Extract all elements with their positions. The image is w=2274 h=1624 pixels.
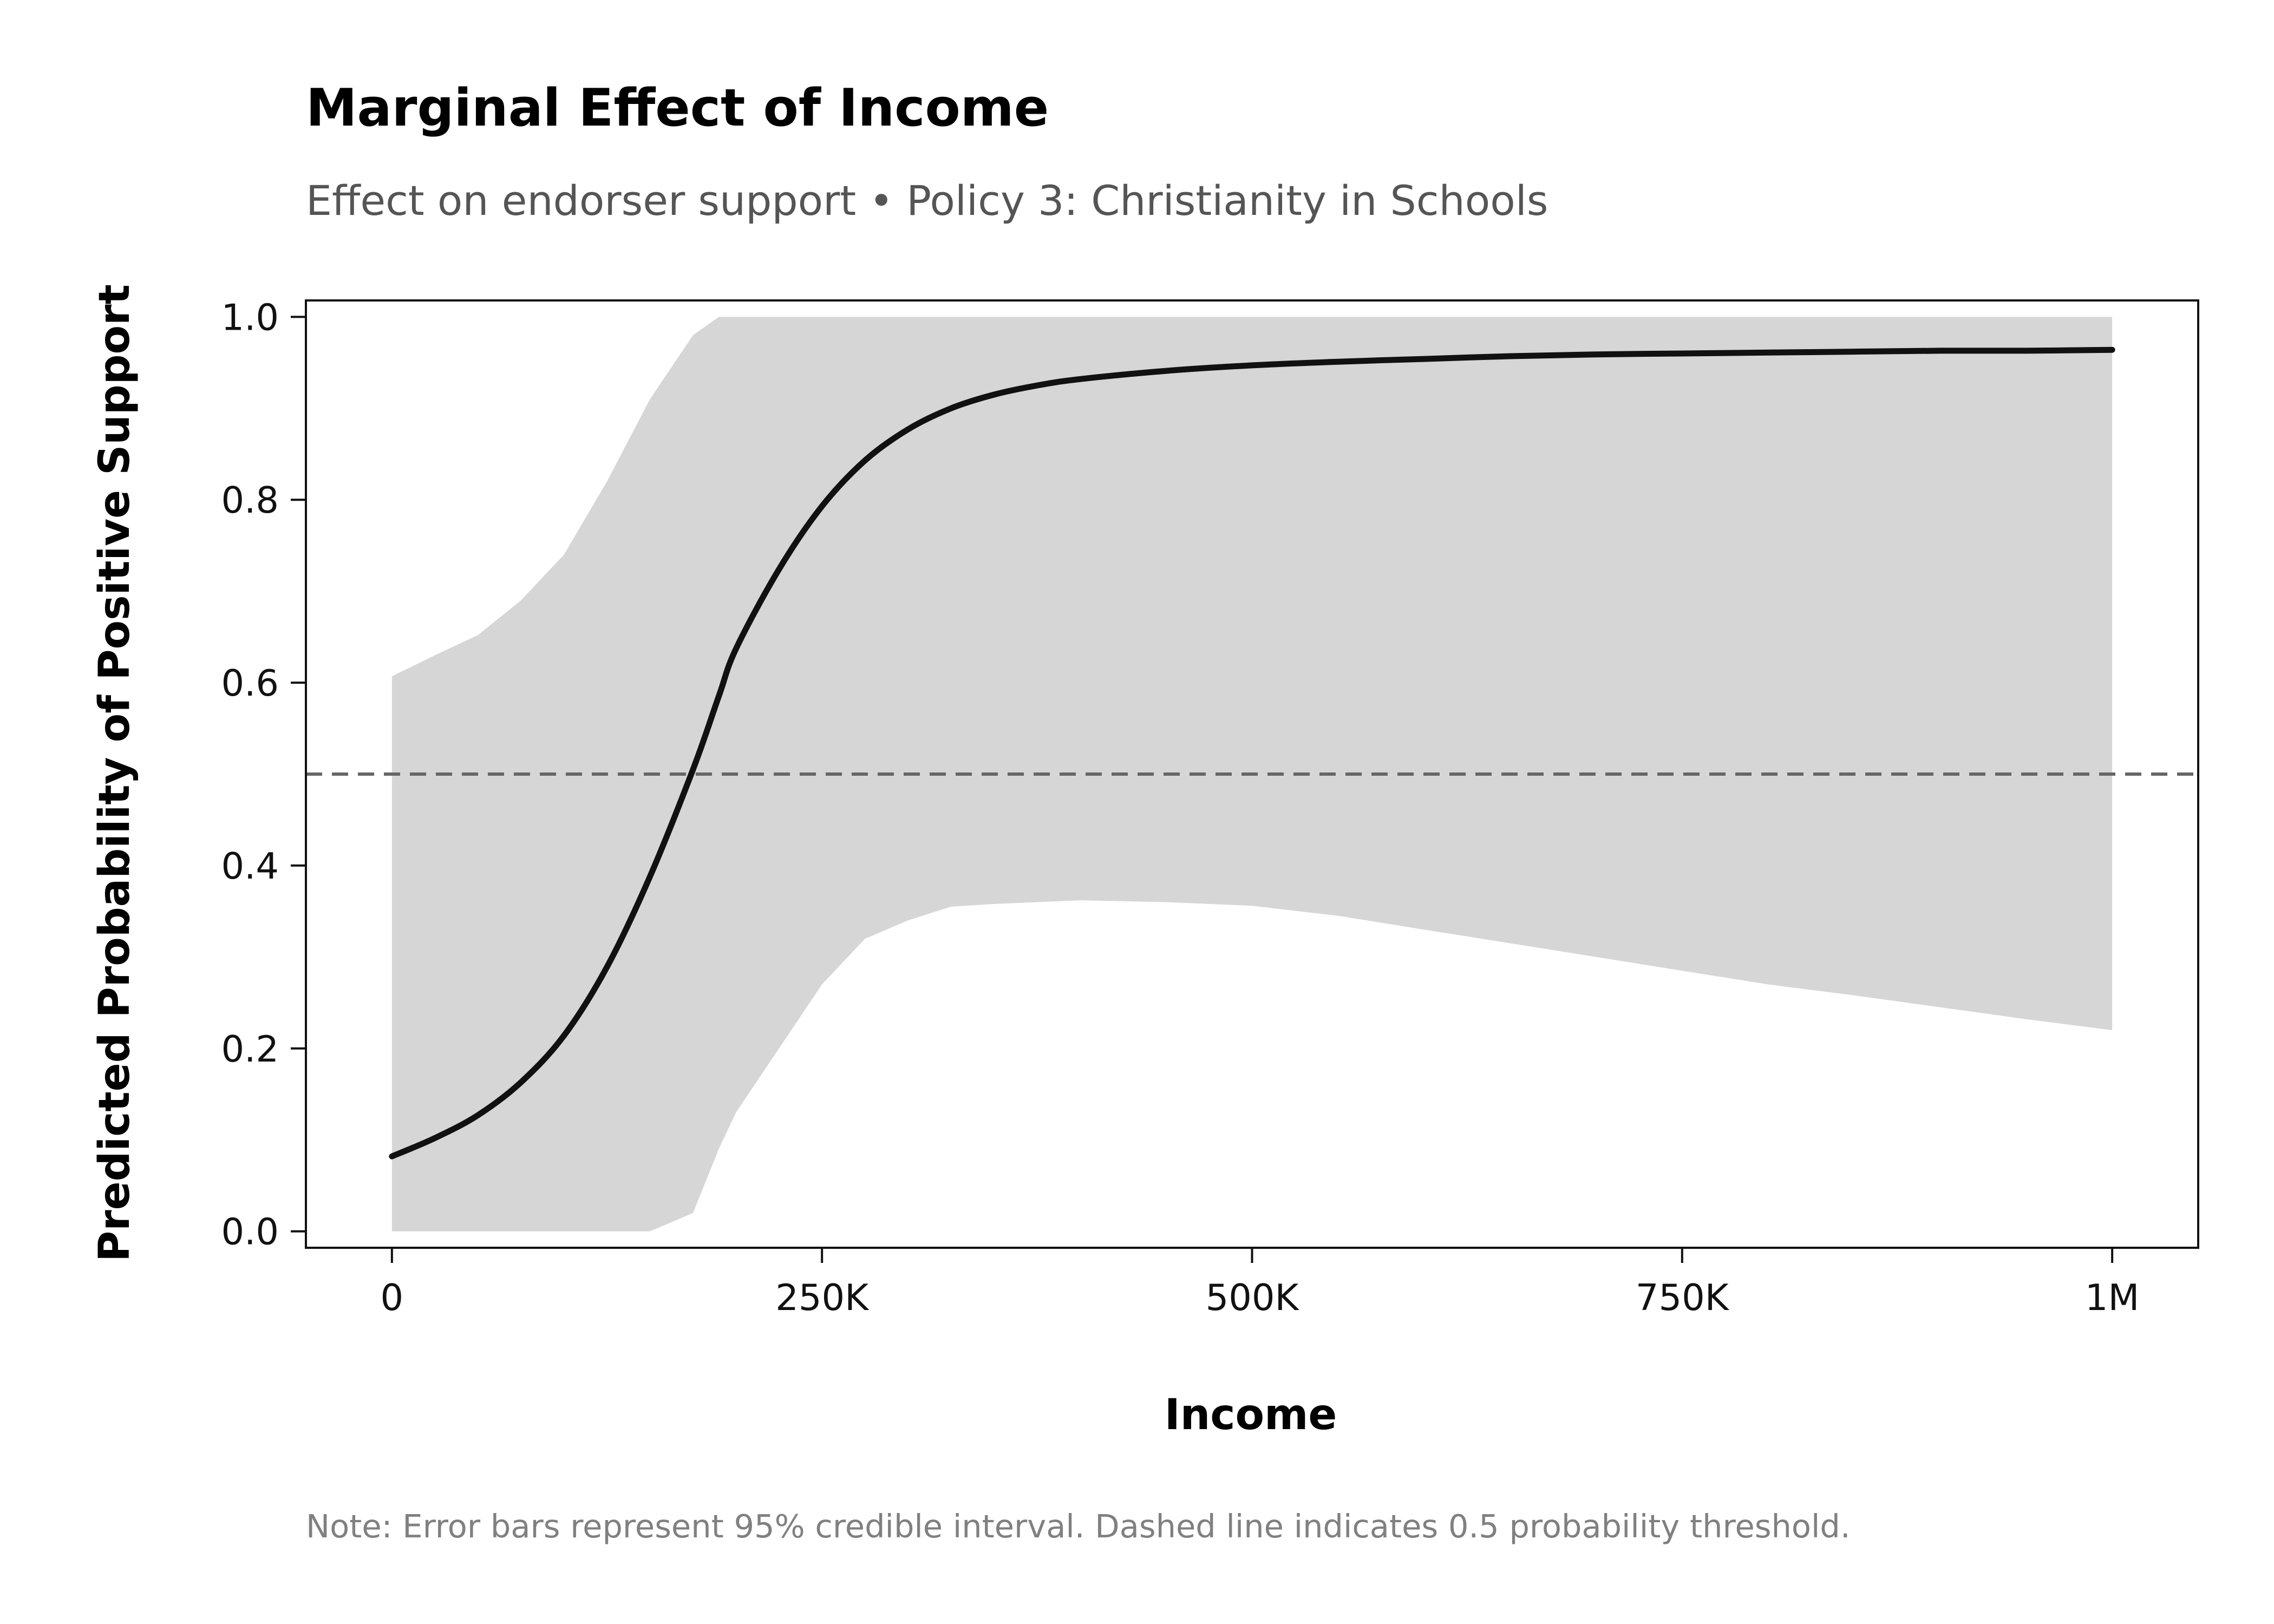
y-axis: 0.0 0.2 0.4 0.6 0.8 1.0 <box>221 296 306 1253</box>
chart-note: Note: Error bars represent 95% credible … <box>306 1508 1851 1545</box>
x-axis: 0 250K 500K 750K 1M <box>381 1248 2139 1319</box>
x-tick-label: 1M <box>2085 1276 2139 1319</box>
x-tick-label: 500K <box>1206 1276 1300 1319</box>
chart-subtitle: Effect on endorser support • Policy 3: C… <box>306 176 1548 225</box>
chart-title: Marginal Effect of Income <box>306 78 1049 138</box>
y-tick-label: 0.0 <box>221 1211 279 1253</box>
y-tick-label: 0.2 <box>221 1028 279 1070</box>
y-tick-label: 0.4 <box>221 845 279 887</box>
y-axis-label: Predicted Probability of Positive Suppor… <box>90 284 139 1262</box>
predicted-probability-line <box>389 346 2115 1160</box>
y-tick-label: 0.8 <box>221 479 279 521</box>
y-tick-label: 1.0 <box>221 296 279 338</box>
x-tick-label: 0 <box>381 1276 404 1319</box>
x-axis-label: Income <box>1165 1391 1337 1439</box>
plot-area <box>305 299 2199 1249</box>
y-tick-label: 0.6 <box>221 662 279 704</box>
x-tick-label: 750K <box>1636 1276 1730 1319</box>
x-tick-label: 250K <box>775 1276 870 1319</box>
